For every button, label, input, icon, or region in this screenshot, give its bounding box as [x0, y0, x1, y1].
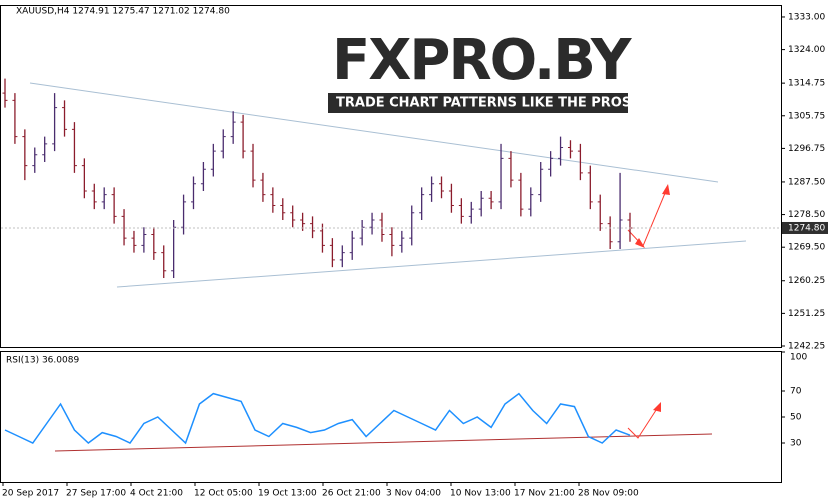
rsi-header: RSI(13) 36.0089: [6, 356, 79, 366]
x-tick-label: 12 Oct 05:00: [194, 489, 253, 499]
y-tick-label: 1278.50: [788, 210, 825, 220]
y-tick-label: 70: [790, 387, 802, 397]
x-tick-label: 17 Nov 21:00: [514, 489, 575, 499]
y-tick-label: 1296.75: [788, 144, 825, 154]
rsi-forecast-arrow: [627, 403, 661, 439]
y-tick-label: 1324.00: [788, 45, 825, 55]
y-tick-label: 1260.25: [788, 276, 825, 286]
x-tick-label: 28 Nov 09:00: [578, 489, 639, 499]
x-tick-label: 27 Sep 17:00: [66, 489, 126, 499]
last-price-box: [782, 221, 828, 234]
watermark-subtitle: TRADE CHART PATTERNS LIKE THE PROS: [336, 96, 631, 111]
annotations: [29, 82, 747, 452]
y-tick-label: 1314.75: [788, 79, 825, 89]
y-tick-label: 1269.50: [788, 243, 825, 253]
x-tick-label: 20 Sep 2017: [2, 489, 59, 499]
lower-trendline: [116, 240, 747, 288]
arrow-head: [662, 184, 670, 195]
y-tick-label: 1242.25: [788, 342, 825, 352]
x-tick-label: 10 Nov 13:00: [450, 489, 511, 499]
price-panel: [0, 5, 782, 348]
y-tick-label: 1287.50: [788, 177, 825, 187]
watermark: FXPRO.BY TRADE CHART PATTERNS LIKE THE P…: [328, 28, 635, 113]
rsi-panel: [0, 351, 782, 483]
x-tick-label: 19 Oct 13:00: [258, 489, 317, 499]
y-tick-label: 1251.25: [788, 309, 825, 319]
x-tick-label: 4 Oct 21:00: [130, 489, 183, 499]
y-tick-label: 50: [790, 413, 802, 423]
y-tick-label: 30: [790, 439, 802, 449]
x-tick-label: 26 Oct 21:00: [322, 489, 381, 499]
arrow-head: [653, 402, 661, 412]
rsi-line: [4, 392, 631, 445]
watermark-title: FXPRO.BY: [332, 28, 633, 93]
x-tick-label: 3 Nov 04:00: [386, 489, 441, 499]
upper-trendline: [29, 82, 719, 183]
y-tick-label: 100: [790, 353, 807, 363]
y-tick-label: 1305.75: [788, 111, 825, 121]
rsi-trendline: [54, 433, 713, 452]
symbol-header: XAUUSD,H4 1274.91 1275.47 1271.02 1274.8…: [16, 7, 230, 17]
last-price-label: 1274.80: [788, 223, 825, 233]
y-tick-label: 1333.00: [788, 12, 825, 22]
watermark-band: [328, 93, 628, 113]
arrow-head: [635, 238, 645, 248]
